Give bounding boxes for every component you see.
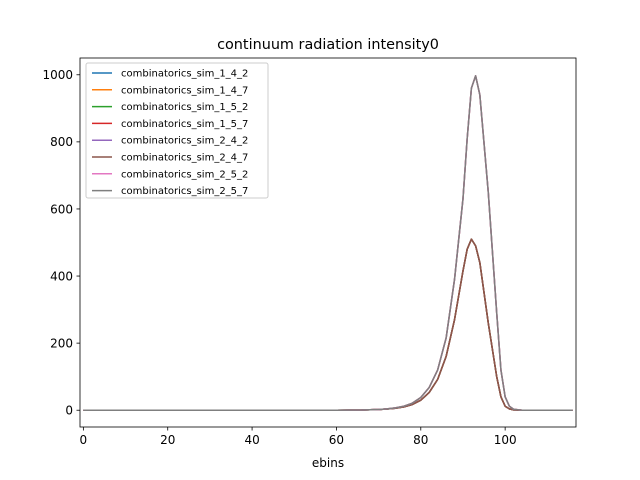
legend-label: combinatorics_sim_2_4_7 — [121, 153, 248, 164]
y-axis: 0 200 400 600 800 1000 — [42, 68, 80, 418]
y-tick-label: 1000 — [42, 68, 73, 82]
chart-title: continuum radiation intensity0 — [217, 37, 439, 53]
x-tick-label: 0 — [80, 433, 88, 447]
y-tick-label: 0 — [65, 404, 73, 418]
legend-label: combinatorics_sim_2_5_7 — [121, 186, 248, 197]
axes-frame — [79, 57, 577, 428]
x-tick-label: 100 — [494, 433, 517, 447]
x-axis: 0 20 40 60 80 100 — [80, 427, 517, 447]
legend-label: combinatorics_sim_1_4_7 — [121, 85, 248, 96]
series-line-8 — [83, 75, 573, 411]
x-tick-label: 80 — [413, 433, 428, 447]
legend-label: combinatorics_sim_2_4_2 — [121, 136, 248, 147]
legend-box — [85, 62, 269, 199]
plot-area — [79, 57, 577, 428]
legend: combinatorics_sim_1_4_2 combinatorics_sim… — [85, 62, 269, 199]
y-tick-label: 600 — [50, 202, 73, 216]
legend-label: combinatorics_sim_1_4_2 — [121, 69, 248, 80]
legend-label: combinatorics_sim_1_5_7 — [121, 119, 248, 130]
x-axis-label: ebins — [312, 456, 344, 470]
y-tick-label: 800 — [50, 135, 73, 149]
y-tick-label: 400 — [50, 269, 73, 283]
legend-label: combinatorics_sim_2_5_2 — [121, 169, 248, 180]
y-tick-label: 200 — [50, 336, 73, 350]
legend-label: combinatorics_sim_1_5_2 — [121, 102, 248, 113]
series-layer — [83, 75, 573, 411]
x-tick-label: 40 — [244, 433, 259, 447]
x-tick-label: 20 — [160, 433, 175, 447]
x-tick-label: 60 — [329, 433, 344, 447]
